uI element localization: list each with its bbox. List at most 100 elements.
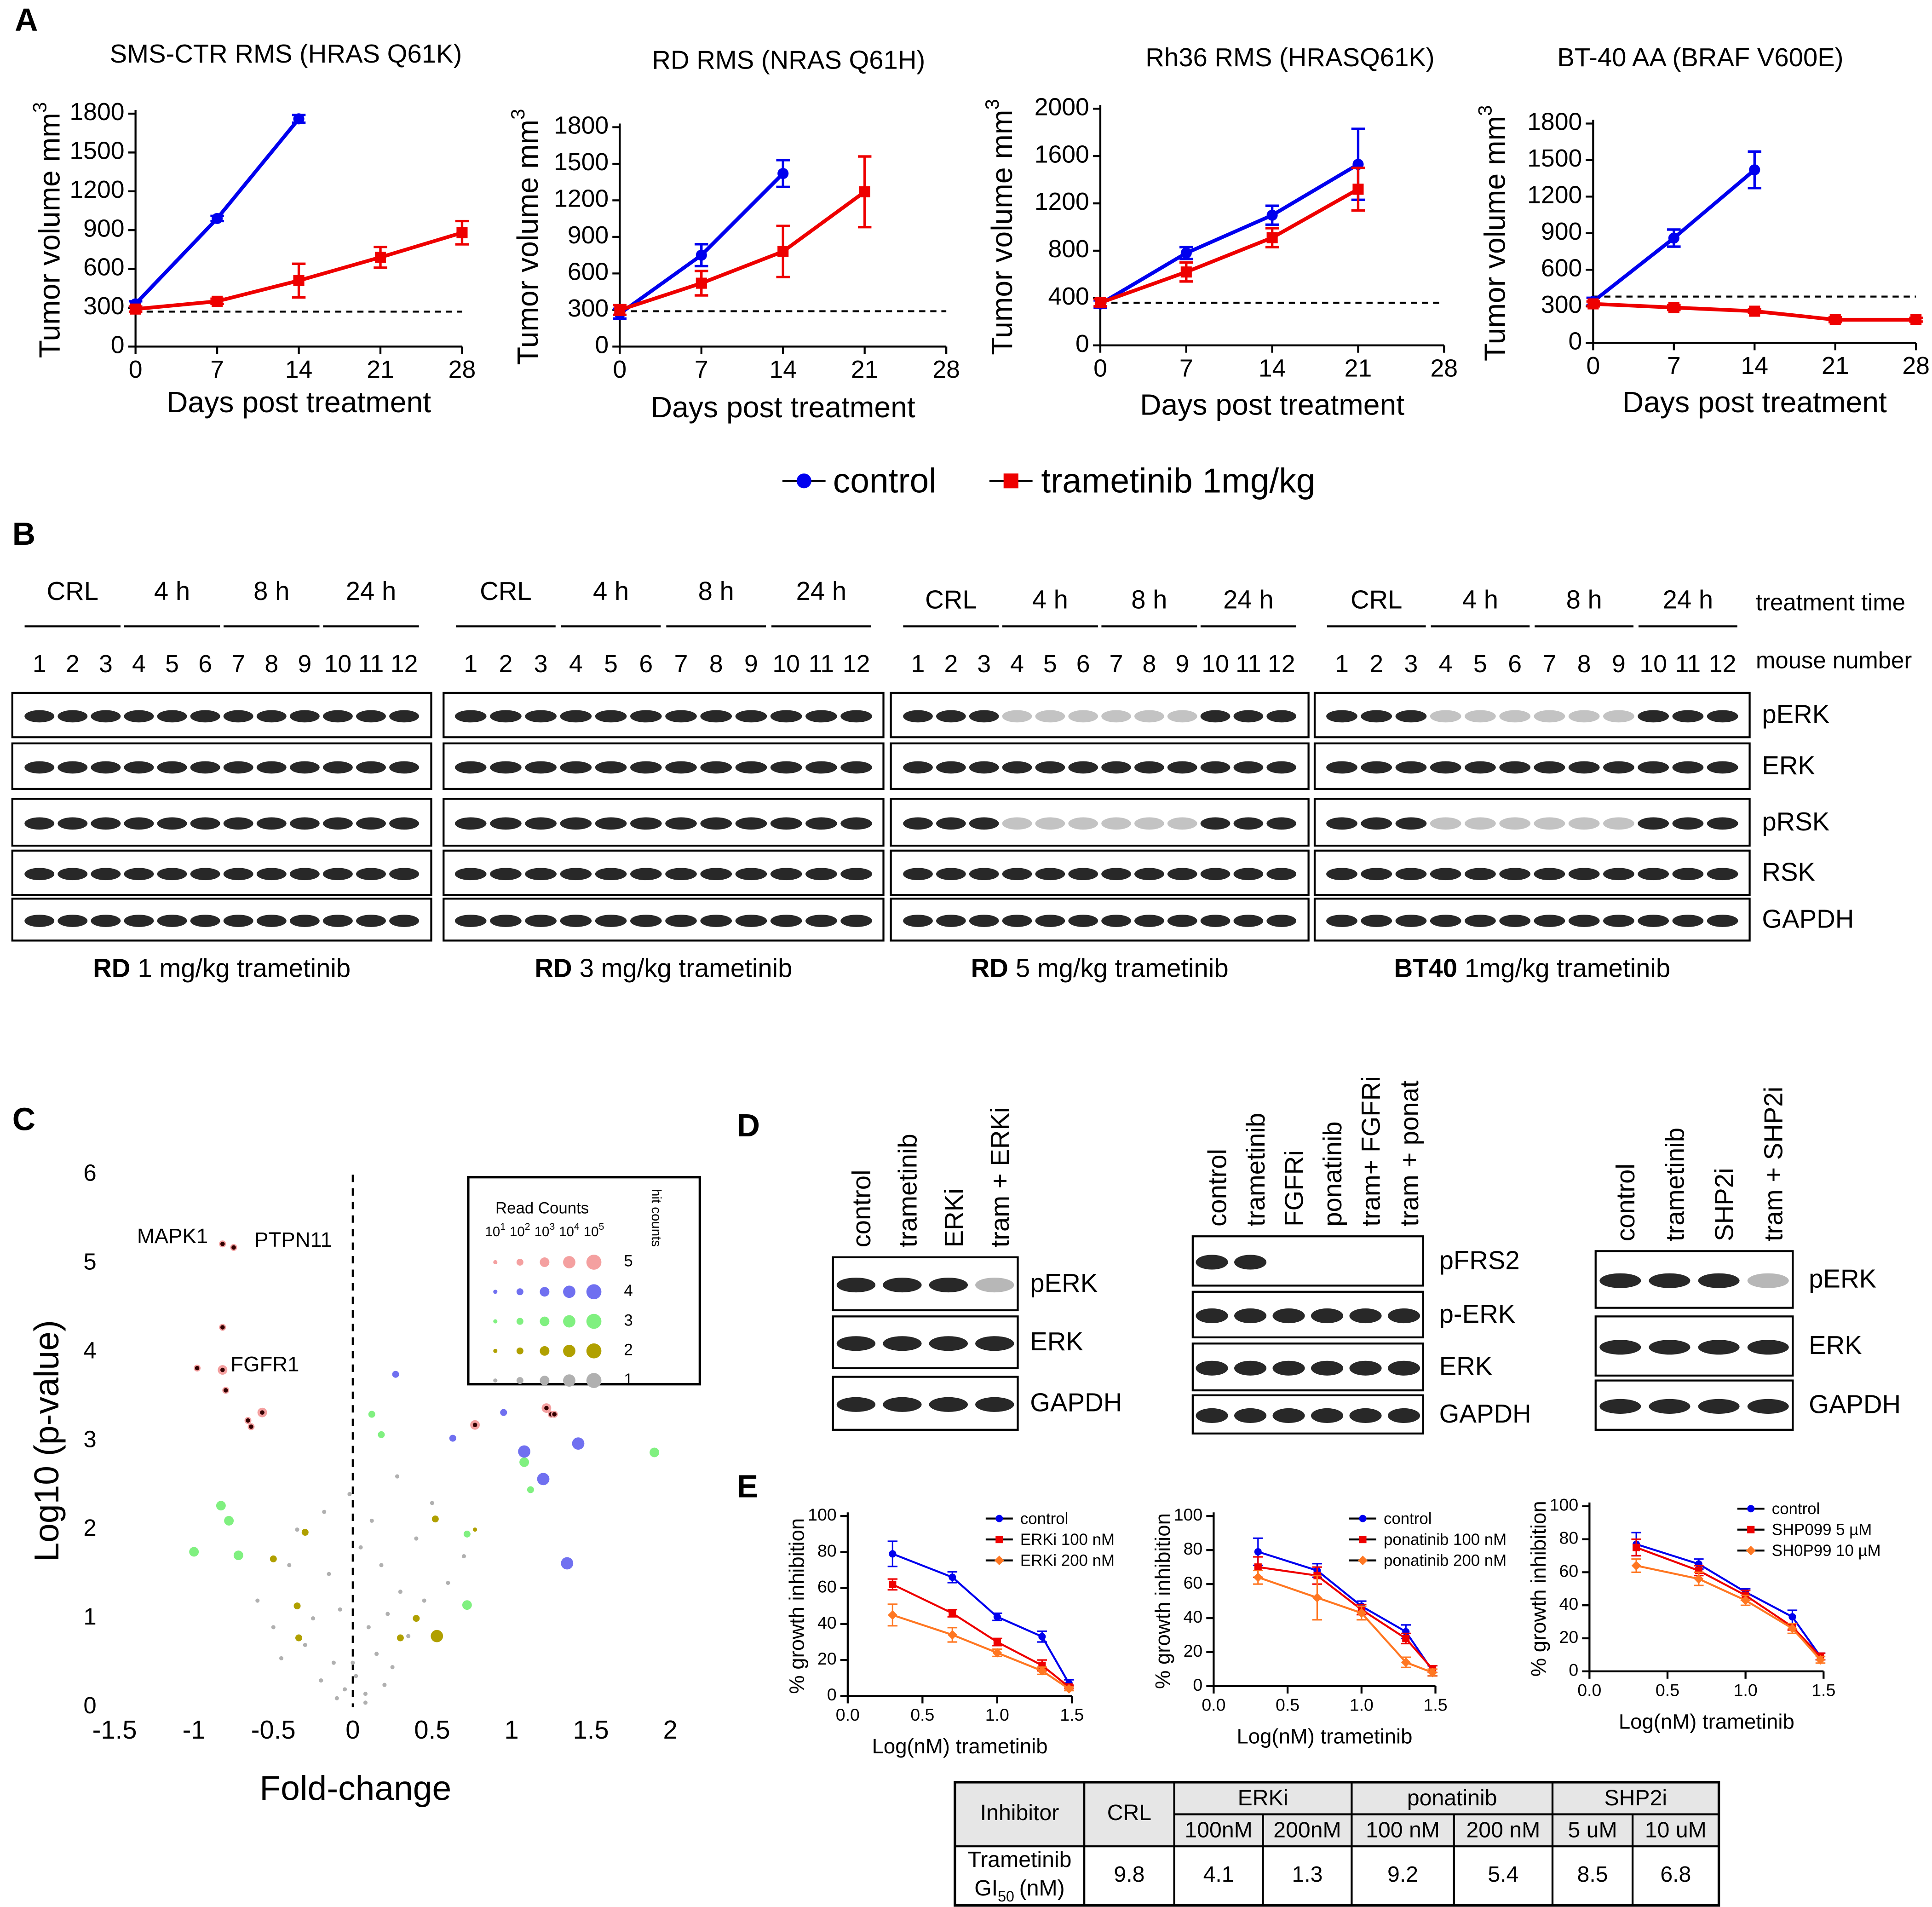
legend-swatch [586, 1255, 602, 1270]
series-line [1258, 1550, 1433, 1671]
band [770, 868, 802, 881]
y-tick-label: 2000 [1035, 93, 1089, 121]
band [1311, 1360, 1344, 1376]
table-row-label: GI50 (nM) [974, 1876, 1064, 1905]
x-tick-label: 7 [1667, 352, 1681, 380]
x-tick-label: 1.0 [1734, 1681, 1758, 1700]
point [650, 1447, 660, 1458]
band [1599, 1399, 1641, 1414]
y-axis-label-sup: 3 [1474, 105, 1495, 116]
point [395, 1474, 400, 1479]
band [190, 710, 220, 723]
legend-label: 3 [624, 1311, 632, 1329]
band [883, 1336, 922, 1351]
band [1068, 868, 1098, 881]
band [735, 761, 767, 774]
lane-number: 7 [231, 651, 245, 678]
marker [1357, 1608, 1367, 1618]
band [1200, 817, 1230, 830]
marker [1631, 1561, 1641, 1571]
lane-label: tram + ERKi [985, 1107, 1014, 1248]
band [1002, 710, 1032, 723]
band [1068, 761, 1098, 774]
legend-swatch [516, 1318, 523, 1325]
band [1361, 868, 1392, 881]
panel-label: E [737, 1469, 758, 1504]
y-axis-label-text: Log10 (p-value) [27, 1320, 66, 1561]
marker [1180, 248, 1192, 259]
legend-box [467, 1175, 702, 1386]
marker [777, 168, 789, 179]
legend-label: 2 [624, 1341, 632, 1359]
marker [1359, 1515, 1367, 1522]
band [1638, 915, 1669, 927]
y-tick-label: 1800 [1527, 109, 1582, 136]
y-tick-label: 100 [808, 1505, 837, 1524]
band [289, 761, 320, 774]
band [1638, 710, 1669, 723]
legend-hit-title: hit counts [649, 1189, 664, 1247]
band [24, 761, 55, 774]
point [334, 1696, 339, 1700]
legend-swatch [493, 1319, 498, 1324]
lane-number: 11 [1236, 651, 1261, 678]
y-axis-label: Tumor volume mm3 [29, 102, 66, 358]
time-label: 8 h [698, 576, 734, 605]
band [24, 710, 55, 723]
size-legend-label: 101 [485, 1221, 506, 1239]
x-tick-label: 21 [1345, 355, 1372, 382]
band [190, 868, 220, 881]
band [454, 868, 487, 881]
y-tick-label: 4 [83, 1337, 96, 1363]
caption: RD 3 mg/kg trametinib [535, 954, 792, 983]
marker [859, 186, 870, 197]
band [1707, 817, 1738, 830]
x-tick-label: 7 [1179, 355, 1193, 382]
band [256, 817, 287, 830]
band [223, 817, 253, 830]
band [1002, 868, 1032, 881]
band [1233, 817, 1264, 830]
point [385, 1612, 390, 1616]
size-base: 10 [584, 1224, 599, 1239]
y-axis-label: % growth inhibition [1151, 1513, 1174, 1689]
band [24, 817, 55, 830]
band [936, 868, 966, 881]
band [1672, 761, 1704, 774]
y-tick-label: 1500 [69, 138, 124, 165]
marker [696, 249, 707, 261]
legend-label: control [1772, 1500, 1820, 1518]
point [431, 1630, 443, 1642]
band [665, 868, 697, 881]
row-label: GAPDH [1762, 904, 1854, 933]
size-base: 10 [535, 1224, 550, 1239]
band [1234, 1360, 1267, 1376]
band [700, 868, 732, 881]
point-core [220, 1367, 225, 1372]
size-exponent: 1 [500, 1221, 506, 1232]
band [1465, 817, 1496, 830]
legend-swatch [493, 1348, 498, 1353]
marker [889, 1550, 897, 1558]
x-axis-label: Fold-change [259, 1769, 451, 1807]
point [431, 1515, 439, 1523]
lane-label: control [847, 1170, 876, 1247]
point [413, 1615, 420, 1622]
legend-label: 1 [624, 1371, 632, 1388]
lane-number: 2 [66, 651, 80, 678]
y-tick-label: 300 [1541, 291, 1582, 318]
band [1101, 817, 1131, 830]
band [1603, 915, 1634, 927]
point [271, 1625, 276, 1630]
marker [1401, 1657, 1411, 1667]
marker [777, 246, 789, 257]
lane-number: 6 [639, 651, 653, 678]
x-tick-label: 0 [613, 356, 627, 383]
size-legend-label: 104 [559, 1221, 580, 1239]
band [223, 710, 253, 723]
y-tick-label: 300 [83, 293, 124, 320]
lane-label: trametinib [893, 1134, 922, 1247]
band [1266, 710, 1297, 723]
x-tick-label: 0 [129, 356, 143, 383]
